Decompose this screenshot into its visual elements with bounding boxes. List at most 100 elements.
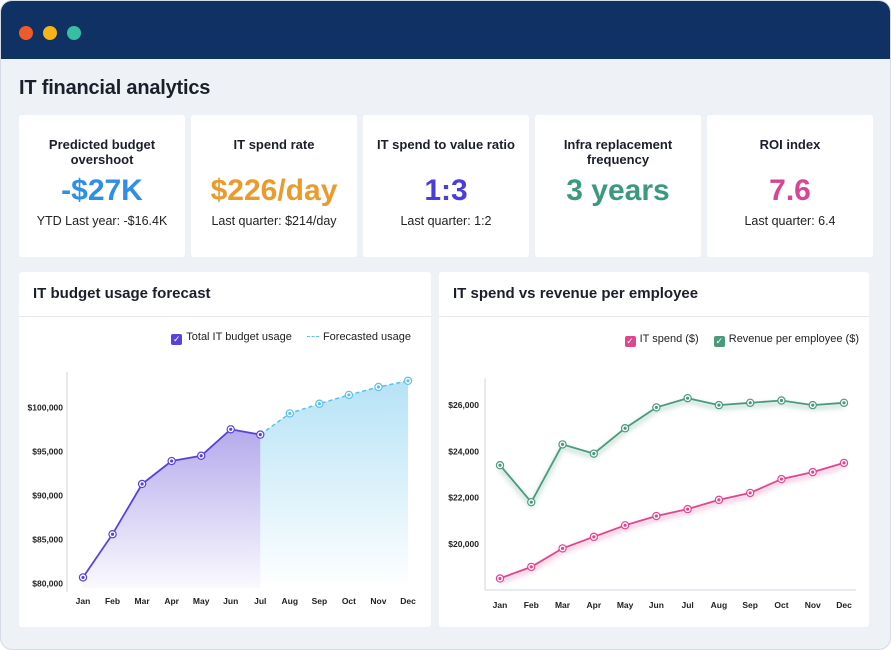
spend-point-core	[654, 514, 658, 518]
spend-point-core	[748, 491, 752, 495]
legend-item-forecast[interactable]: Forecasted usage	[306, 331, 411, 343]
y-tick-label: $80,000	[32, 579, 63, 589]
spend-line	[499, 462, 845, 580]
x-tick-label: Mar	[135, 596, 151, 606]
kpi-value: 3 years	[566, 174, 670, 207]
actual-point-core	[229, 427, 233, 431]
revenue-point-core	[811, 403, 815, 407]
y-tick-label: $85,000	[32, 535, 63, 545]
legend-item-actual[interactable]: ✓ Total IT budget usage	[171, 331, 292, 345]
forecast-area	[260, 380, 408, 588]
x-tick-label: Dec	[836, 600, 852, 610]
revenue-point-core	[498, 463, 502, 467]
x-tick-label: Nov	[370, 596, 386, 606]
y-tick-label: $100,000	[28, 402, 64, 412]
dashed-line-icon	[306, 336, 319, 337]
y-tick-label: $24,000	[448, 446, 479, 456]
kpi-label: IT spend to value ratio	[377, 137, 515, 152]
kpi-subtext: Last quarter: $214/day	[211, 214, 337, 228]
spend-point-core	[498, 576, 502, 581]
x-tick-label: Aug	[282, 596, 299, 606]
kpi-subtext: Last quarter: 1:2	[400, 214, 492, 228]
divider	[19, 316, 431, 317]
actual-point-core	[110, 532, 115, 536]
kpi-value: 1:3	[424, 174, 468, 207]
revenue-point-core	[842, 401, 846, 405]
close-window-dot[interactable]	[19, 26, 33, 40]
forecast-point-core	[288, 411, 292, 416]
forecast-point-core	[376, 385, 381, 389]
spend-point-core	[811, 470, 815, 474]
x-tick-label: Jun	[223, 596, 238, 606]
revenue-point-core	[717, 403, 721, 407]
kpi-label: ROI index	[759, 137, 821, 152]
kpi-card-replacement-frequency[interactable]: Infra replacement frequency 3 years	[535, 115, 701, 257]
chart-legend: ✓ IT spend ($) ✓ Revenue per employee ($)	[613, 333, 859, 347]
revenue-line-glow	[498, 398, 845, 510]
kpi-card-roi-index[interactable]: ROI index 7.6 Last quarter: 6.4	[707, 115, 873, 257]
spend-point-core	[686, 507, 690, 511]
x-tick-label: Jul	[681, 600, 693, 610]
legend-item-spend[interactable]: ✓ IT spend ($)	[624, 333, 699, 347]
legend-label: IT spend ($)	[639, 333, 699, 345]
spend-point-core	[842, 461, 846, 465]
y-tick-label: $26,000	[448, 400, 479, 410]
revenue-point-core	[779, 398, 784, 403]
x-tick-label: Oct	[774, 600, 788, 610]
maximize-window-dot[interactable]	[67, 26, 81, 40]
spend-revenue-panel: IT spend vs revenue per employee ✓ IT spe…	[439, 272, 869, 627]
y-tick-label: $95,000	[32, 446, 63, 456]
actual-point-core	[258, 432, 262, 437]
chart-legend: ✓ Total IT budget usage Forecasted usage	[159, 331, 411, 345]
x-tick-label: Jan	[76, 596, 91, 606]
x-tick-label: Feb	[105, 596, 120, 606]
checkbox-icon: ✓	[713, 336, 725, 347]
revenue-point-core	[748, 401, 752, 405]
panel-title: IT spend vs revenue per employee	[453, 285, 699, 302]
x-tick-label: Aug	[711, 600, 728, 610]
kpi-label: Infra replacement frequency	[563, 137, 673, 167]
spend-point-core	[779, 477, 784, 481]
x-tick-label: Sep	[312, 596, 328, 606]
x-tick-label: May	[617, 600, 634, 610]
kpi-label: Predicted budget overshoot	[48, 137, 156, 167]
budget-forecast-panel: IT budget usage forecast ✓ Total IT budge…	[19, 272, 431, 627]
x-tick-label: Sep	[742, 600, 758, 610]
title-bar	[1, 1, 890, 59]
x-tick-label: Dec	[400, 596, 416, 606]
actual-point-core	[140, 482, 144, 486]
actual-area	[83, 429, 261, 588]
panel-title: IT budget usage forecast	[33, 285, 211, 302]
budget-forecast-chart: $80,000 $85,000 $90,000 $95,000 $100,000 Jan F…	[28, 372, 416, 606]
revenue-point-core	[623, 426, 627, 430]
actual-point-core	[81, 575, 85, 580]
x-tick-label: Mar	[555, 600, 571, 610]
actual-point-core	[170, 459, 174, 463]
x-tick-label: Jul	[254, 596, 266, 606]
revenue-point-core	[529, 500, 533, 504]
spend-revenue-chart: $20,000 $22,000 $24,000 $26,000 Jan Feb Mar Apr…	[448, 378, 856, 610]
spend-point-core	[717, 498, 721, 502]
x-tick-label: Jan	[493, 600, 508, 610]
kpi-label: IT spend rate	[233, 137, 315, 152]
forecast-line	[259, 380, 409, 436]
kpi-card-value-ratio[interactable]: IT spend to value ratio 1:3 Last quarter…	[363, 115, 529, 257]
legend-label: Revenue per employee ($)	[728, 333, 859, 345]
x-tick-label: Apr	[164, 596, 179, 606]
checkbox-icon: ✓	[171, 334, 183, 345]
minimize-window-dot[interactable]	[43, 26, 57, 40]
kpi-card-budget-overshoot[interactable]: Predicted budget overshoot -$27K YTD Las…	[19, 115, 185, 257]
kpi-value: -$27K	[61, 174, 143, 207]
actual-point-core	[199, 454, 203, 458]
kpi-card-spend-rate[interactable]: IT spend rate $226/day Last quarter: $21…	[191, 115, 357, 257]
forecast-point-core	[347, 393, 351, 397]
x-tick-label: Feb	[524, 600, 539, 610]
legend-item-revenue[interactable]: ✓ Revenue per employee ($)	[713, 333, 859, 347]
revenue-point-core	[686, 396, 690, 400]
y-tick-label: $20,000	[448, 539, 479, 549]
checkbox-icon: ✓	[624, 336, 636, 347]
y-tick-label: $90,000	[32, 490, 63, 500]
revenue-point-core	[654, 405, 658, 410]
spend-point-core	[529, 565, 533, 569]
kpi-subtext: Last quarter: 6.4	[744, 214, 836, 228]
